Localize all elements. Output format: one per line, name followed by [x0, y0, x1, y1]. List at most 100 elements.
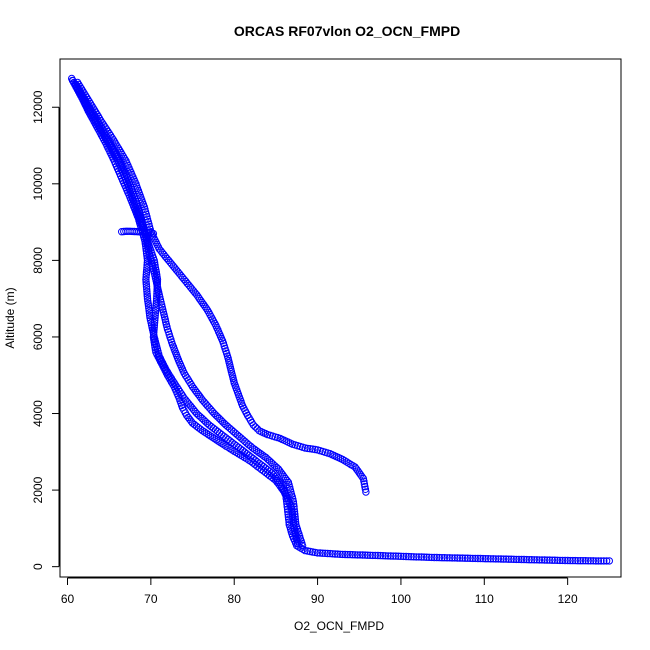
data-point [404, 552, 413, 561]
data-point [564, 556, 572, 565]
data-point [220, 432, 228, 440]
data-point [361, 551, 369, 559]
data-point [200, 428, 209, 436]
data-point [587, 557, 595, 565]
data-point [597, 557, 605, 565]
chart-title: ORCAS RF07vlon O2_OCN_FMPD [234, 23, 460, 39]
data-point [224, 443, 232, 451]
data-point [499, 555, 508, 563]
data-point [209, 424, 218, 432]
data-point [144, 302, 153, 310]
data-point [142, 271, 151, 279]
data-point [361, 485, 370, 493]
data-point [142, 283, 151, 291]
data-point [290, 500, 298, 508]
data-point [461, 554, 469, 562]
data-point [359, 474, 368, 483]
data-point [291, 510, 299, 518]
data-point [538, 556, 546, 564]
data-point [313, 549, 322, 557]
data-point [476, 554, 485, 563]
data-point [198, 427, 207, 435]
data-point [394, 552, 403, 560]
data-point [336, 550, 344, 558]
data-point [543, 556, 551, 564]
data-point [484, 555, 492, 563]
data-point [533, 556, 541, 564]
data-point [358, 473, 366, 481]
data-point [151, 309, 160, 317]
y-axis-label: Altitude (m) [3, 287, 17, 348]
data-point [291, 515, 299, 524]
data-point [346, 550, 354, 559]
data-point [430, 553, 438, 562]
data-point [548, 556, 556, 564]
data-point [446, 554, 454, 562]
data-point [422, 553, 431, 561]
data-point [143, 261, 151, 269]
data-point [308, 445, 317, 453]
data-point [574, 557, 582, 565]
data-point [208, 433, 217, 441]
data-point [149, 333, 158, 341]
plot-points [68, 74, 613, 565]
data-point [474, 554, 482, 563]
y-tick-label: 4000 [31, 400, 45, 427]
data-point [226, 444, 234, 453]
data-point [290, 505, 298, 513]
data-point [150, 335, 158, 344]
data-point [152, 306, 160, 315]
data-point [301, 444, 309, 452]
data-point [571, 556, 579, 565]
data-point [356, 551, 364, 559]
data-point [150, 340, 159, 349]
data-point [358, 551, 367, 559]
data-point [290, 503, 298, 511]
data-point [443, 554, 451, 562]
data-point [211, 426, 220, 434]
data-point [326, 549, 334, 558]
data-point [463, 554, 472, 562]
data-point [249, 421, 258, 429]
data-point [220, 441, 228, 449]
data-point [145, 304, 153, 312]
data-point [600, 557, 608, 565]
data-point [502, 555, 510, 563]
data-point [291, 513, 299, 521]
data-point [428, 553, 436, 562]
data-point [381, 552, 390, 560]
data-point [453, 554, 462, 562]
data-point [594, 557, 603, 565]
data-point [402, 552, 410, 561]
data-point [471, 554, 479, 563]
x-tick-label: 110 [475, 592, 494, 606]
data-point [151, 343, 159, 351]
data-point [399, 552, 408, 561]
data-point [435, 553, 444, 562]
data-point [517, 555, 526, 564]
data-point [522, 555, 531, 564]
data-point [369, 551, 377, 560]
y-tick-label: 8000 [31, 247, 45, 274]
data-point [387, 552, 395, 560]
data-point [290, 508, 299, 516]
data-point [530, 556, 538, 564]
data-point [458, 554, 467, 562]
data-point [291, 518, 300, 526]
plot-frame [59, 58, 622, 578]
data-point [535, 556, 544, 564]
y-tick-label: 6000 [31, 323, 45, 350]
data-point [115, 146, 124, 155]
data-point [492, 555, 500, 563]
data-point [579, 557, 587, 565]
data-point [343, 550, 352, 559]
data-point [228, 446, 236, 454]
data-point [360, 480, 369, 488]
y-tick-label: 0 [31, 563, 45, 570]
data-point [206, 432, 215, 440]
data-point [497, 555, 505, 563]
data-point [143, 295, 152, 303]
data-point [323, 549, 332, 558]
data-point [576, 557, 585, 565]
data-point [109, 136, 118, 144]
